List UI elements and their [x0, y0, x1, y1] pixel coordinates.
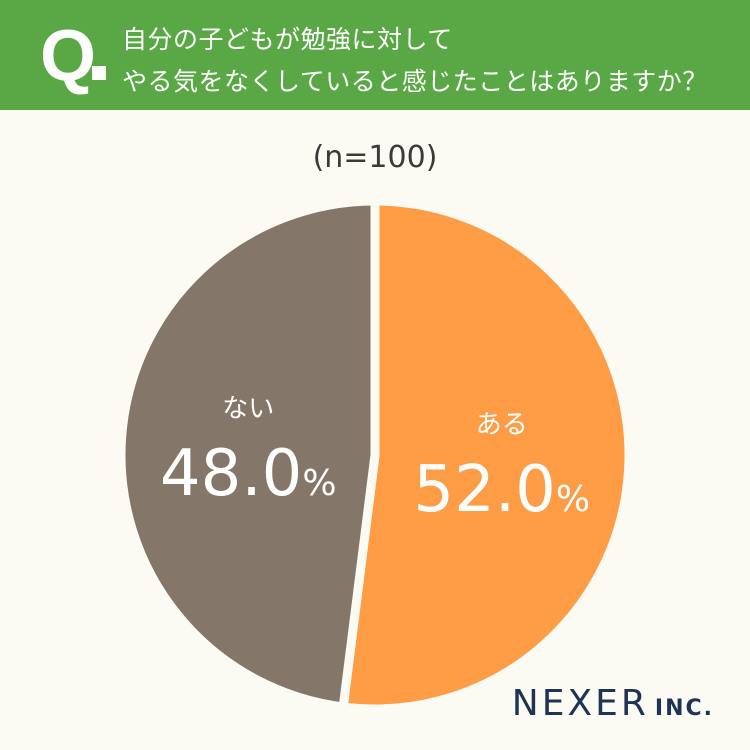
logo-sub-text: INC.	[654, 696, 714, 721]
question-dot-icon	[92, 66, 106, 80]
question-text-line1: 自分の子どもが勉強に対して	[122, 25, 453, 54]
nexer-logo: NEXER INC.	[512, 683, 714, 724]
sample-size-label: (n=100)	[312, 140, 438, 175]
slice-value-label-0: 52.0%	[413, 453, 590, 527]
slice-category-label-1: ない	[222, 394, 274, 424]
logo-main-text: NEXER	[511, 683, 649, 724]
pie-slice-0	[338, 196, 634, 714]
question-mark: Q	[40, 16, 97, 96]
question-header: Q 自分の子どもが勉強に対して やる気をなくしていると感じたことはありますか？	[0, 0, 750, 110]
slice-value-label-1: 48.0%	[160, 437, 337, 511]
question-text-line2: やる気をなくしていると感じたことはありますか？	[122, 67, 708, 96]
slice-category-label-0: ある	[476, 410, 528, 440]
pie-slice-1	[116, 196, 380, 713]
